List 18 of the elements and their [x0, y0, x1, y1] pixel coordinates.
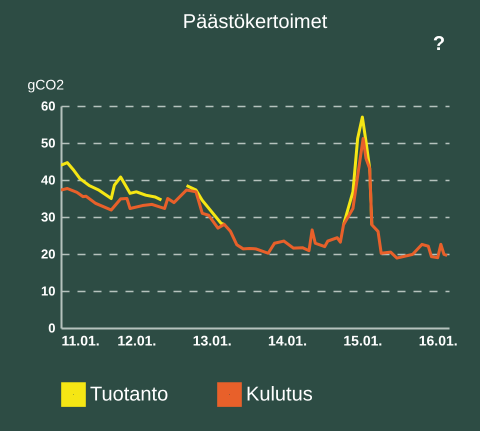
y-axis-title: gCO2: [28, 76, 64, 92]
chart-title: Päästökertoimet: [182, 11, 328, 33]
y-tick-label: 60: [41, 98, 56, 114]
x-tick-label: 15.01.: [343, 332, 382, 348]
y-tick-label: 30: [41, 210, 56, 224]
x-tick-label: 16.01.: [418, 332, 458, 348]
y-tick-label: 50: [41, 136, 56, 150]
x-tick-label: 12.01.: [117, 332, 156, 348]
legend-label: Kulutus: [246, 384, 313, 406]
y-tick-label: 20: [41, 246, 56, 262]
y-tick-label: 40: [41, 172, 56, 188]
y-tick-label: 10: [41, 284, 56, 298]
legend-label: Tuotanto: [90, 384, 168, 406]
x-tick-label: 11.01.: [62, 332, 100, 348]
text: ?: [432, 33, 446, 55]
x-tick-label: 14.01.: [268, 332, 307, 348]
x-tick-label: 13.01.: [192, 332, 232, 348]
y-tick-label: 0: [48, 320, 56, 336]
